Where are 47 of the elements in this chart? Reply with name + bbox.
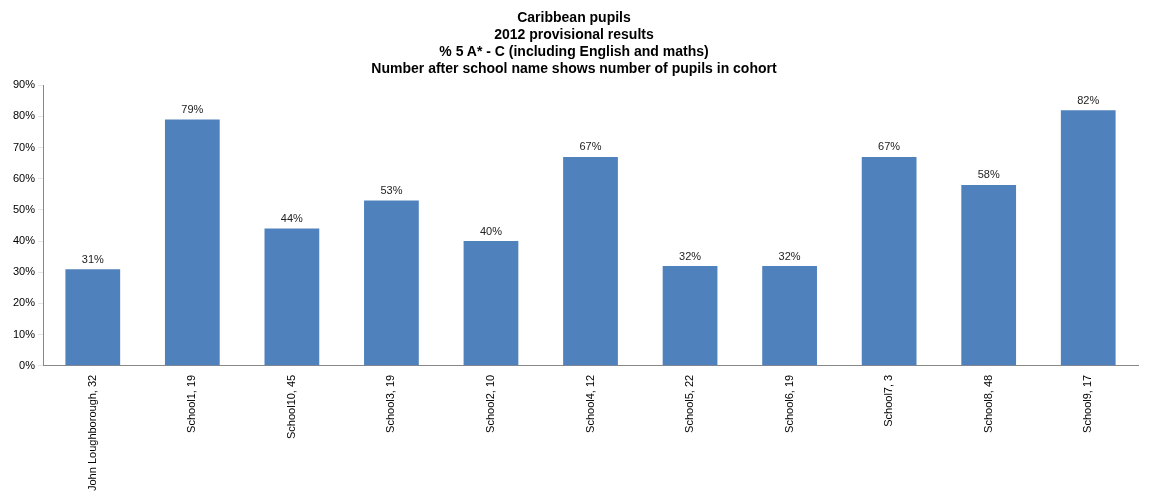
y-tick-label: 90% [12, 78, 36, 91]
data-label: 44% [280, 212, 304, 225]
bar [563, 156, 618, 366]
y-tick-label: 80% [12, 109, 36, 122]
x-tick-label: School3, 19 [384, 374, 397, 433]
x-tick-label: School9, 17 [1081, 374, 1094, 433]
bar [762, 266, 817, 366]
x-tick-label: School10, 45 [284, 374, 297, 439]
bar [65, 269, 121, 366]
data-label: 67% [878, 140, 901, 153]
x-tick-label: School8, 48 [981, 374, 994, 433]
data-label: 31% [81, 252, 105, 265]
y-tick-label: 30% [12, 265, 36, 278]
data-label: 53% [380, 184, 403, 197]
y-tick-label: 40% [12, 234, 36, 247]
bar [1060, 110, 1116, 366]
data-label: 79% [181, 103, 204, 116]
bar [264, 228, 320, 366]
bar [961, 184, 1017, 366]
data-label: 32% [778, 249, 801, 262]
x-tick-label: School7, 3 [882, 374, 895, 427]
y-tick-label: 10% [12, 327, 36, 340]
data-label: 58% [977, 168, 1000, 181]
y-tick-label: 20% [12, 296, 36, 309]
bar [861, 156, 917, 366]
x-tick-label: School5, 22 [683, 374, 696, 433]
x-tick-label: School4, 12 [583, 374, 596, 433]
y-tick-label: 60% [12, 171, 36, 184]
bar [164, 119, 220, 366]
bar [364, 200, 419, 366]
x-tick-label: School1, 19 [185, 374, 198, 433]
y-tick-label: 0% [19, 358, 36, 371]
y-tick-label: 50% [12, 202, 36, 215]
text: % 5 A* - C (including English and maths) [439, 42, 709, 59]
text: Caribbean pupils [517, 9, 631, 26]
data-label: 82% [1077, 93, 1100, 106]
data-label: 40% [479, 224, 503, 237]
text: 2012 provisional results [494, 26, 654, 43]
x-tick-label: School6, 19 [782, 374, 795, 433]
bar [662, 266, 718, 366]
x-tick-label: John Loughborough, 32 [85, 374, 98, 491]
text: Number after school name shows number of pupils in cohort [371, 59, 777, 76]
bar [463, 241, 519, 366]
x-tick-label: School2, 10 [484, 374, 496, 433]
data-label: 67% [579, 140, 602, 153]
data-label: 32% [679, 249, 702, 262]
y-tick-label: 70% [12, 140, 36, 153]
